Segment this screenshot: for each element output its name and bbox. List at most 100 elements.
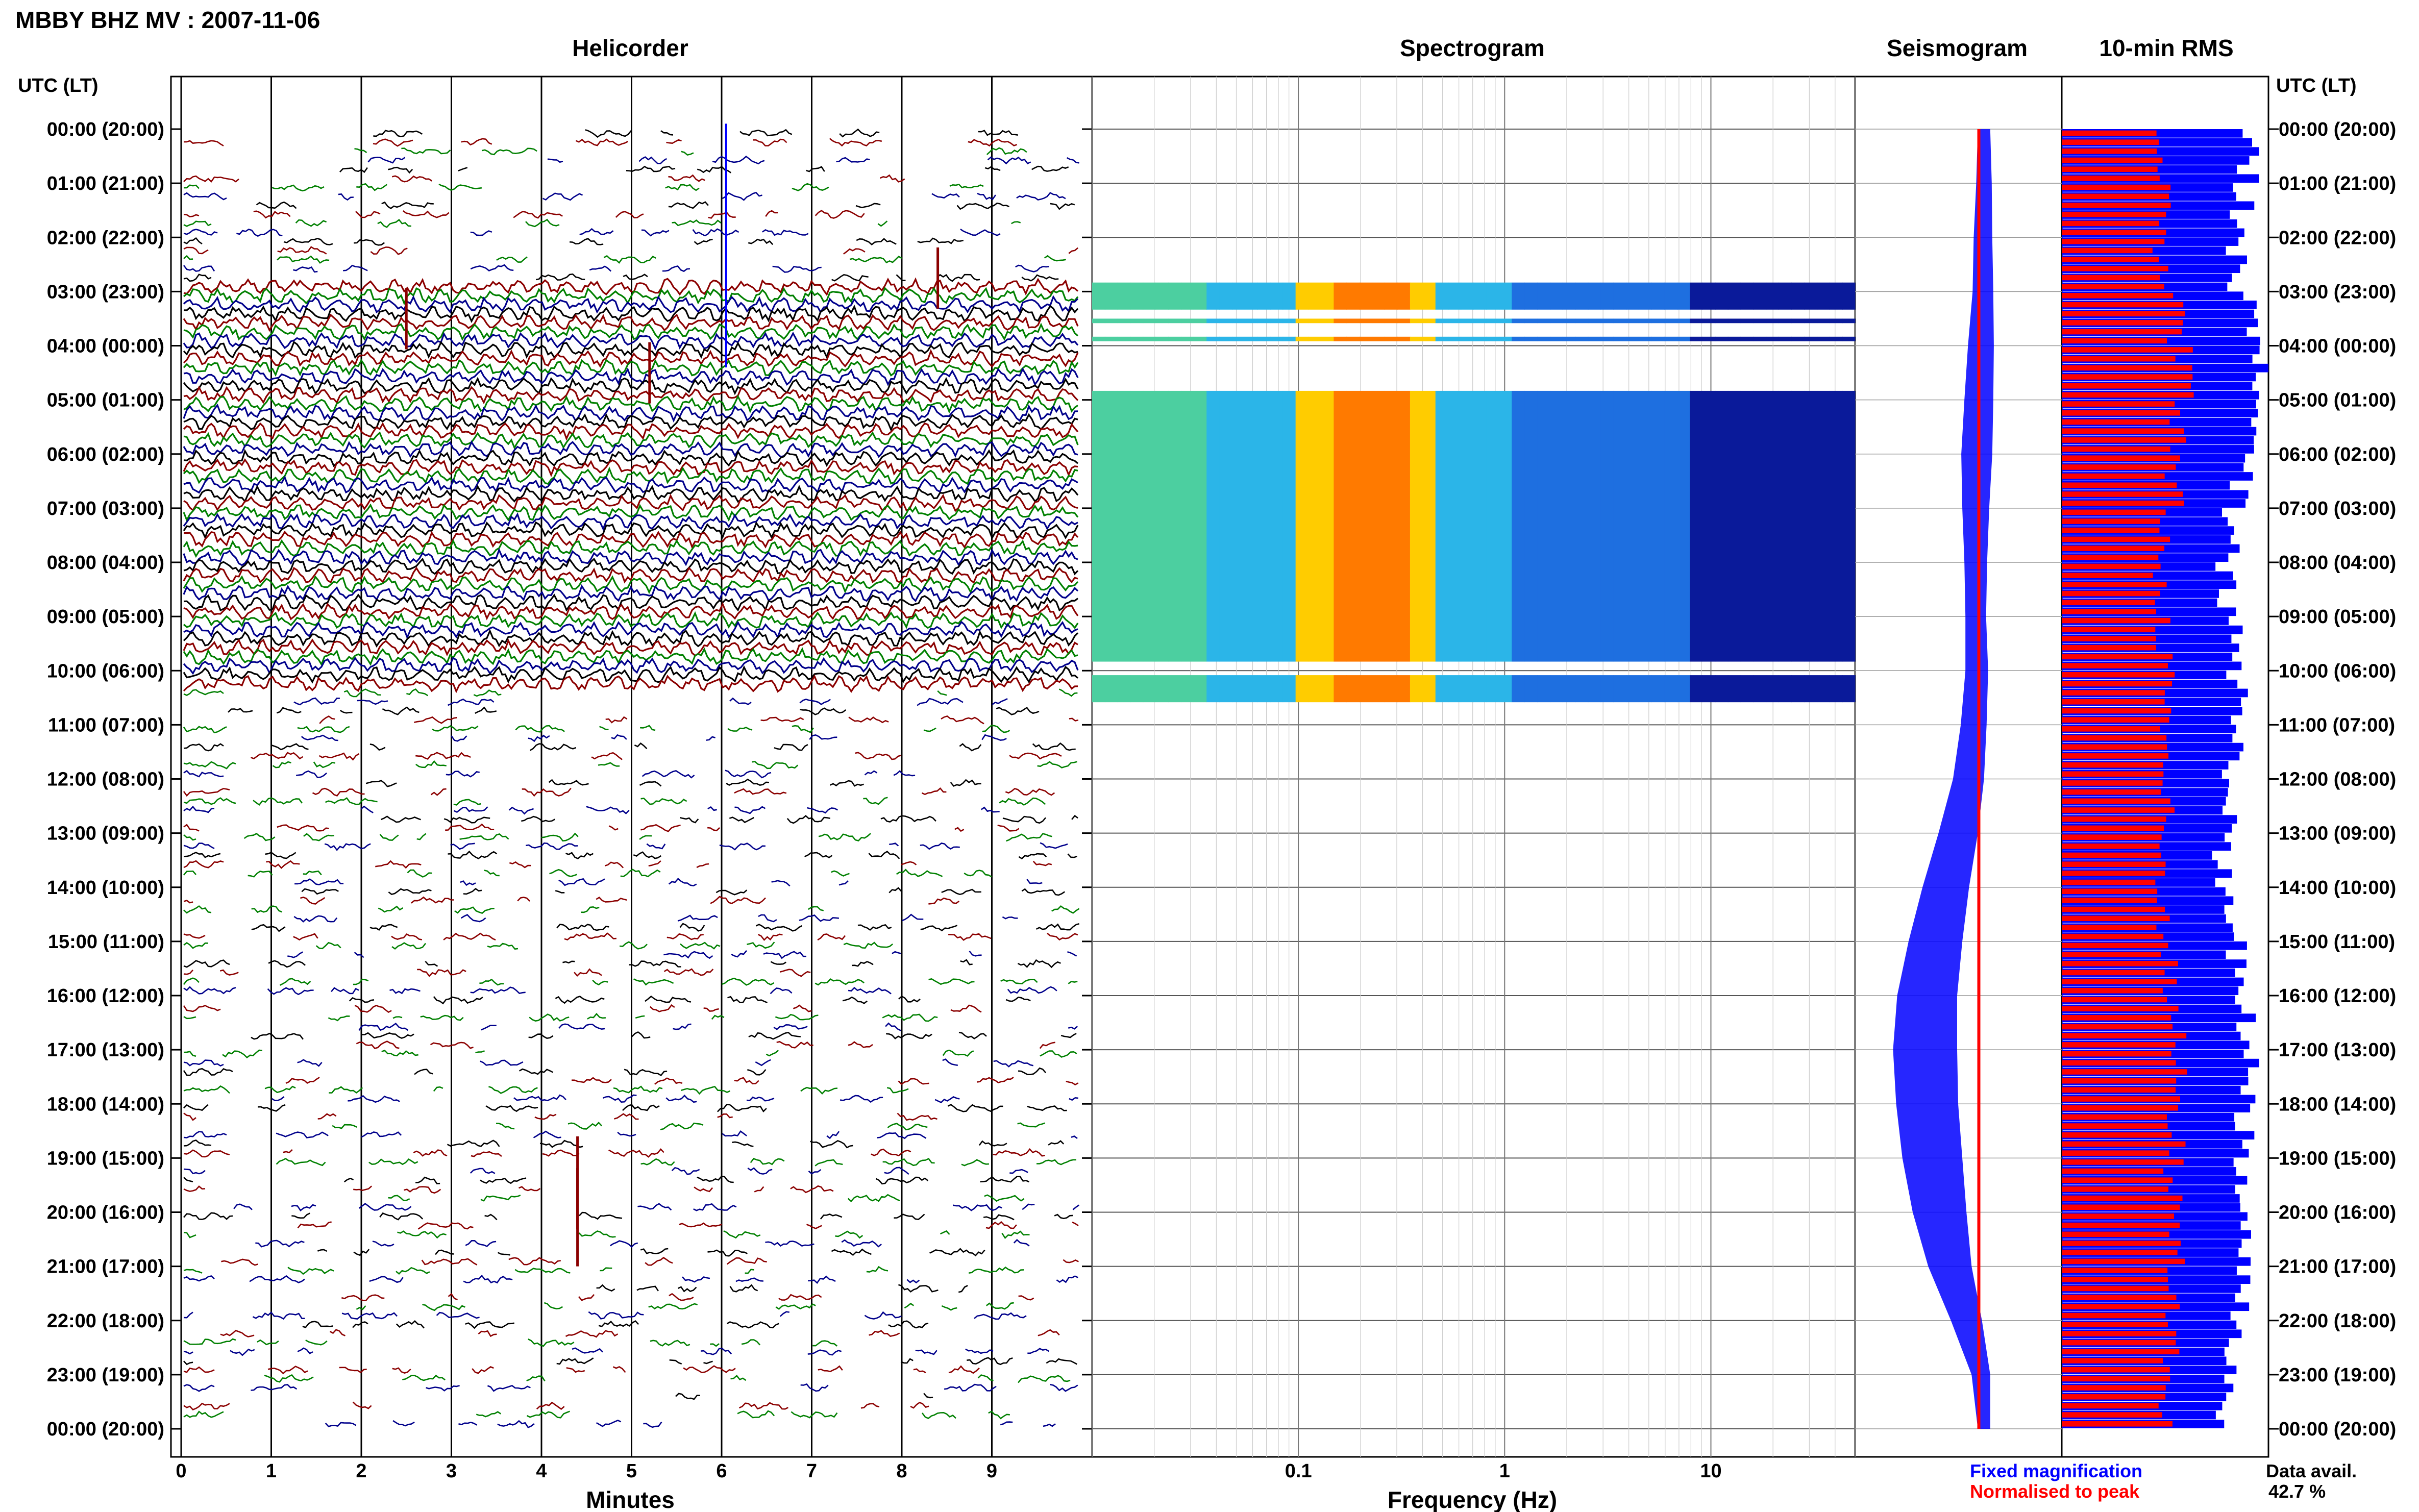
rms-bar-normalised [2062, 888, 2158, 895]
rms-bar-normalised [2062, 952, 2161, 957]
spectrogram-cell [1702, 318, 1716, 324]
spectrogram-cell [1359, 675, 1372, 703]
spectrogram-cell [1245, 282, 1258, 310]
spectrogram-cell [1295, 675, 1309, 703]
spectrogram-cell [1104, 336, 1118, 341]
helicorder-trace [183, 842, 1068, 851]
rms-bar-normalised [2062, 428, 2184, 434]
rms-bar-normalised [2062, 193, 2169, 200]
utc-label-left: UTC (LT) [18, 75, 98, 96]
rms-bar-normalised [2062, 1051, 2171, 1057]
spectrogram-cell [1804, 390, 1817, 662]
spectrogram-cell [1359, 282, 1372, 310]
spectrogram-cell [1740, 336, 1754, 341]
spectrogram-cell [1651, 282, 1665, 310]
time-label-left: 20:00 (16:00) [47, 1202, 164, 1224]
helicorder-trace [367, 155, 1079, 165]
helicorder-trace [287, 950, 1077, 959]
rms-bar-normalised [2062, 374, 2193, 380]
helicorder-trace [183, 593, 1078, 612]
rms-bar-normalised [2062, 257, 2159, 262]
spectrogram-cell [1791, 318, 1805, 324]
spectrogram-cell [1791, 282, 1805, 310]
spectrogram-cell [1435, 675, 1449, 703]
helicorder-trace [183, 191, 1066, 201]
spectrogram-cell [1791, 336, 1805, 341]
spectrogram-cell [1830, 282, 1843, 310]
spectrogram-cell [1804, 318, 1817, 324]
spectrogram-cell [1664, 318, 1677, 324]
time-label-left: 12:00 (08:00) [47, 769, 164, 790]
rms-bar-normalised [2062, 1412, 2162, 1418]
spectrogram-cell [1727, 336, 1741, 341]
spectrogram-cell [1473, 675, 1487, 703]
helicorder-trace [183, 760, 1077, 770]
data-availability-value: 42.7 % [2268, 1481, 2326, 1502]
spectrogram-cell [1766, 675, 1779, 703]
spectrogram-cell [1130, 390, 1144, 662]
helicorder-trace [183, 1383, 1078, 1392]
spectrogram-cell [1664, 390, 1677, 662]
spectrogram-cell [1639, 318, 1652, 324]
helicorder-trace [183, 313, 1079, 332]
spectrogram-cell [1791, 675, 1805, 703]
helicorder-trace [221, 1256, 1079, 1266]
spectrogram-cell [1104, 675, 1118, 703]
helicorder-trace [183, 1185, 834, 1194]
rms-bar-normalised [2062, 1385, 2166, 1391]
helicorder-trace [294, 878, 1043, 887]
rms-bar-normalised [2062, 987, 2163, 994]
helicorder-trace [183, 665, 1079, 684]
helicorder-trace [183, 1112, 937, 1121]
spectrogram-cell [1219, 282, 1232, 310]
spectrogram-cell [1588, 282, 1601, 310]
rms-bar-normalised [2062, 933, 2164, 939]
helicorder-trace [183, 742, 1076, 752]
spectrogram-cell [1143, 336, 1156, 341]
spectrogram-cell [1512, 282, 1525, 310]
spectrogram-cell [1753, 318, 1767, 324]
rms-bar-normalised [2062, 617, 2170, 624]
time-label-left: 05:00 (01:00) [47, 390, 164, 411]
helicorder-trace [285, 1077, 1079, 1086]
rms-bar-normalised [2062, 663, 2168, 668]
helicorder-trace [183, 941, 894, 950]
helicorder-trace [183, 228, 1001, 237]
time-label-right: 00:00 (20:00) [2279, 119, 2396, 140]
spectrogram-cell [1143, 318, 1156, 324]
time-label-left: 16:00 (12:00) [47, 985, 164, 1007]
helicorder-trace [220, 1329, 1060, 1338]
spectrogram-cell [1740, 675, 1754, 703]
spectrogram-cell [1448, 336, 1462, 341]
helicorder-trace [183, 323, 1079, 341]
rms-bar-normalised [2062, 1087, 2176, 1093]
spectrogram-cell [1537, 390, 1550, 662]
rms-bar-normalised [2062, 1421, 2173, 1427]
rms-bar-normalised [2062, 1078, 2177, 1084]
time-label-left: 00:00 (20:00) [47, 119, 164, 140]
spectrogram-cell [1486, 675, 1499, 703]
spectrogram-cell [1117, 675, 1131, 703]
spectrogram-cell [1282, 318, 1296, 324]
time-label-left: 15:00 (11:00) [48, 931, 164, 953]
helicorder-trace [233, 1203, 1080, 1211]
spectrogram-cell [1232, 390, 1245, 662]
time-label-right: 13:00 (09:00) [2279, 823, 2396, 845]
time-label-right: 11:00 (07:00) [2279, 714, 2395, 736]
spectrogram-cell [1321, 318, 1334, 324]
spectrogram-cell [1206, 336, 1220, 341]
spectrogram-cell [1524, 318, 1538, 324]
spectrogram-cell [1639, 336, 1652, 341]
spectrogram-cell [1677, 318, 1690, 324]
helicorder-trace [183, 359, 1079, 377]
rms-bar-normalised [2062, 816, 2166, 822]
rms-bar-normalised [2062, 130, 2157, 136]
time-label-left: 07:00 (03:00) [47, 498, 164, 519]
spectrogram-cell [1766, 390, 1779, 662]
helicorder-trace [183, 1211, 1073, 1221]
rms-bar-normalised [2062, 338, 2167, 344]
spectrogram-cell [1295, 390, 1309, 662]
rms-bar-normalised [2062, 825, 2164, 831]
spectrogram-cell [1422, 318, 1436, 324]
spectrogram-cell [1473, 336, 1487, 341]
